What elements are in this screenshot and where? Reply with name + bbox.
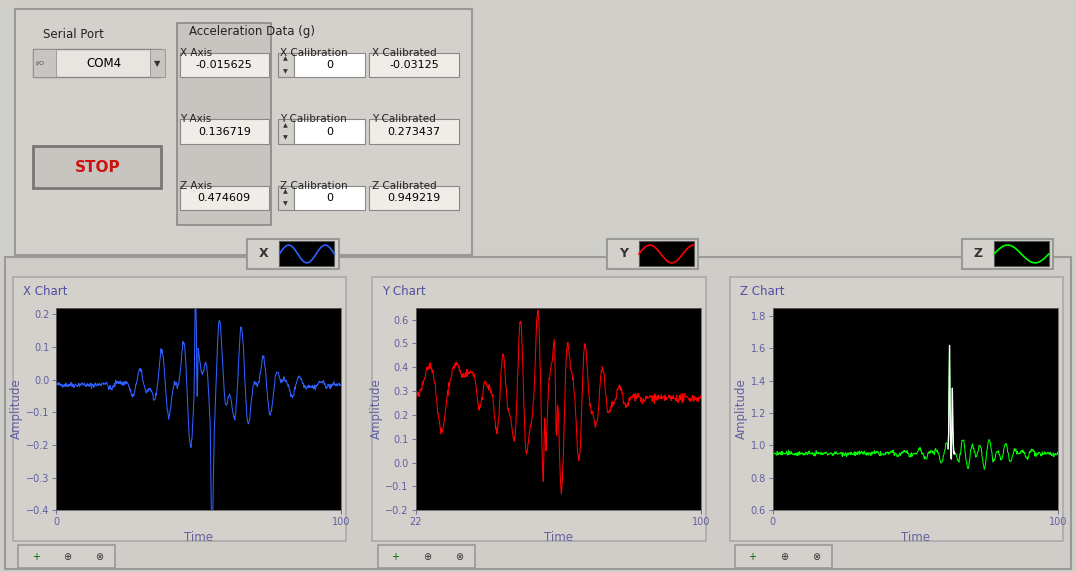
FancyBboxPatch shape: [178, 23, 271, 225]
Y-axis label: Amplitude: Amplitude: [369, 379, 382, 439]
Text: +: +: [391, 551, 399, 562]
Text: ▼: ▼: [283, 69, 288, 74]
FancyBboxPatch shape: [33, 49, 161, 77]
Text: COM4: COM4: [87, 57, 122, 70]
Text: X: X: [259, 248, 269, 260]
Text: ⊕: ⊕: [780, 551, 789, 562]
Text: Y Calibration: Y Calibration: [280, 114, 348, 124]
Text: 0.474609: 0.474609: [198, 193, 251, 203]
Text: I/O: I/O: [36, 61, 45, 66]
FancyBboxPatch shape: [280, 241, 335, 267]
Text: X Axis: X Axis: [180, 48, 212, 58]
FancyBboxPatch shape: [295, 119, 366, 144]
Text: Acceleration Data (g): Acceleration Data (g): [188, 25, 315, 38]
FancyBboxPatch shape: [994, 241, 1049, 267]
Y-axis label: Amplitude: Amplitude: [10, 379, 23, 439]
FancyBboxPatch shape: [369, 53, 458, 77]
Text: Y Calibrated: Y Calibrated: [372, 114, 436, 124]
Text: Z Calibrated: Z Calibrated: [372, 181, 437, 190]
FancyBboxPatch shape: [372, 277, 706, 541]
FancyBboxPatch shape: [247, 239, 339, 269]
FancyBboxPatch shape: [150, 49, 165, 77]
Text: ⊗: ⊗: [812, 551, 820, 562]
FancyBboxPatch shape: [295, 53, 366, 77]
Text: +: +: [31, 551, 40, 562]
Text: 0: 0: [326, 193, 334, 203]
Text: +: +: [748, 551, 756, 562]
Text: 0: 0: [326, 126, 334, 137]
X-axis label: Time: Time: [901, 531, 930, 545]
Text: ▼: ▼: [154, 59, 160, 67]
Text: ▲: ▲: [283, 189, 288, 194]
Text: Y: Y: [619, 248, 627, 260]
X-axis label: Time: Time: [543, 531, 572, 545]
FancyBboxPatch shape: [278, 119, 294, 144]
FancyBboxPatch shape: [33, 146, 161, 188]
Text: ⊗: ⊗: [96, 551, 103, 562]
Text: X Calibration: X Calibration: [280, 48, 348, 58]
FancyBboxPatch shape: [180, 186, 269, 210]
FancyBboxPatch shape: [730, 277, 1063, 541]
FancyBboxPatch shape: [639, 241, 694, 267]
Text: ⊗: ⊗: [455, 551, 463, 562]
Text: 0.136719: 0.136719: [198, 126, 251, 137]
Text: ▲: ▲: [283, 57, 288, 62]
Text: 0: 0: [326, 60, 334, 70]
FancyBboxPatch shape: [369, 186, 458, 210]
Text: ▼: ▼: [283, 135, 288, 140]
Text: ▲: ▲: [283, 123, 288, 128]
Text: Serial Port: Serial Port: [42, 28, 103, 41]
Text: STOP: STOP: [74, 160, 121, 174]
Y-axis label: Amplitude: Amplitude: [735, 379, 748, 439]
FancyBboxPatch shape: [735, 545, 832, 568]
FancyBboxPatch shape: [295, 186, 366, 210]
Text: 0.949219: 0.949219: [387, 193, 441, 203]
FancyBboxPatch shape: [180, 53, 269, 77]
Text: Z Chart: Z Chart: [739, 285, 784, 299]
FancyBboxPatch shape: [13, 277, 346, 541]
Text: Y Chart: Y Chart: [382, 285, 426, 299]
FancyBboxPatch shape: [33, 49, 56, 77]
Text: Z: Z: [974, 248, 983, 260]
Text: ⊕: ⊕: [423, 551, 431, 562]
Text: 0.273437: 0.273437: [387, 126, 440, 137]
Text: Z Calibration: Z Calibration: [280, 181, 348, 190]
FancyBboxPatch shape: [278, 53, 294, 77]
FancyBboxPatch shape: [378, 545, 475, 568]
Text: X Calibrated: X Calibrated: [372, 48, 437, 58]
FancyBboxPatch shape: [180, 119, 269, 144]
Text: Y Axis: Y Axis: [180, 114, 211, 124]
Text: ⊕: ⊕: [63, 551, 72, 562]
FancyBboxPatch shape: [369, 119, 458, 144]
Text: -0.015625: -0.015625: [196, 60, 253, 70]
FancyBboxPatch shape: [607, 239, 698, 269]
FancyBboxPatch shape: [5, 257, 1071, 569]
Text: ▼: ▼: [283, 201, 288, 206]
FancyBboxPatch shape: [278, 186, 294, 210]
X-axis label: Time: Time: [184, 531, 213, 545]
Text: -0.03125: -0.03125: [390, 60, 439, 70]
Text: Z Axis: Z Axis: [180, 181, 212, 190]
FancyBboxPatch shape: [962, 239, 1053, 269]
FancyBboxPatch shape: [18, 545, 115, 568]
Text: X Chart: X Chart: [23, 285, 68, 299]
FancyBboxPatch shape: [15, 9, 472, 255]
